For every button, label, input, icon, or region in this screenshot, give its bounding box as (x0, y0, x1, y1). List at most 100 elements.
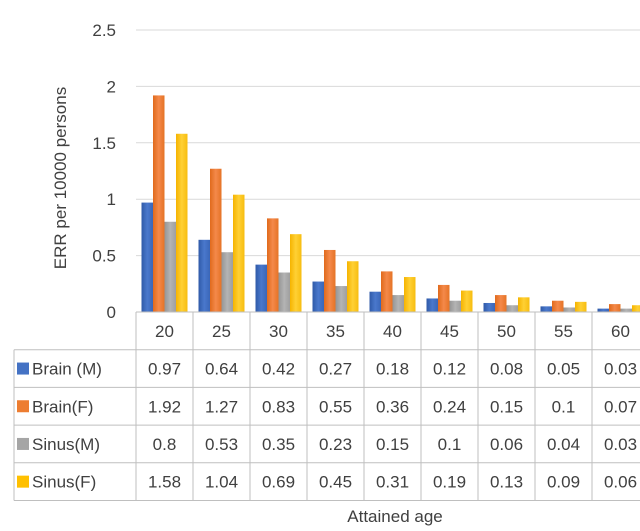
bar (335, 286, 347, 312)
bar (449, 300, 461, 312)
bar (461, 290, 473, 312)
bar (552, 300, 564, 312)
data-label: 0.12 (433, 360, 466, 379)
bar (278, 272, 290, 312)
category-label: 20 (155, 322, 174, 341)
category-label: 60 (611, 322, 630, 341)
data-label: 0.27 (319, 360, 352, 379)
data-label: 0.45 (319, 473, 352, 492)
series-name: Sinus(F) (32, 473, 96, 492)
bar (255, 264, 267, 312)
data-label: 0.03 (604, 360, 637, 379)
legend-key (17, 362, 29, 375)
y-tick-label: 2.5 (92, 21, 116, 40)
data-label: 1.04 (205, 473, 238, 492)
data-label: 0.05 (547, 360, 580, 379)
bar (198, 239, 210, 312)
gridlines (136, 29, 640, 257)
data-label: 0.13 (490, 473, 523, 492)
bars (141, 95, 640, 312)
y-tick-label: 1.5 (92, 134, 116, 153)
data-label: 0.03 (604, 435, 637, 454)
bar (290, 234, 302, 312)
data-label: 0.08 (490, 360, 523, 379)
category-label: 45 (440, 322, 459, 341)
bar (164, 221, 176, 312)
data-table: Brain (M) 0.97 0.64 0.42 0.27 0.18 0.12 0.08 0.0… (17, 360, 637, 492)
data-label: 0.31 (376, 473, 409, 492)
bar (620, 308, 632, 312)
bar (233, 194, 245, 312)
category-label: 25 (212, 322, 231, 341)
data-label: 0.06 (490, 435, 523, 454)
y-tick-label: 0 (107, 303, 116, 322)
data-label: 0.64 (205, 360, 238, 379)
data-label: 0.36 (376, 397, 409, 416)
data-label: 0.1 (552, 397, 576, 416)
data-label: 0.8 (153, 435, 177, 454)
data-label: 0.09 (547, 473, 580, 492)
data-label: 1.92 (148, 397, 181, 416)
bar (347, 261, 359, 312)
bar (609, 304, 621, 312)
data-label: 0.55 (319, 397, 352, 416)
data-label: 0.83 (262, 397, 295, 416)
series-name: Sinus(M) (32, 435, 100, 454)
series-name: Brain (M) (32, 360, 102, 379)
bar (575, 301, 587, 312)
y-axis-tick-labels: 0 0.5 1 1.5 2 2.5 (92, 21, 116, 322)
category-label: 35 (326, 322, 345, 341)
bar (153, 95, 165, 312)
bar (267, 218, 279, 312)
bar (438, 284, 450, 312)
data-label: 0.19 (433, 473, 466, 492)
bar (518, 297, 530, 312)
data-label: 1.58 (148, 473, 181, 492)
bar (141, 202, 153, 312)
y-tick-label: 2 (107, 77, 116, 96)
data-table-grid (13, 311, 640, 501)
data-label: 0.97 (148, 360, 181, 379)
data-label: 0.15 (490, 397, 523, 416)
category-label: 50 (497, 322, 516, 341)
bar (632, 305, 640, 312)
bar (426, 298, 438, 312)
legend-key (17, 475, 29, 488)
bar (176, 133, 188, 312)
bar (597, 308, 609, 312)
y-tick-label: 1 (107, 190, 116, 209)
bar (210, 168, 222, 312)
bar (221, 252, 233, 312)
x-axis-label: Attained age (347, 507, 442, 526)
data-label: 0.04 (547, 435, 580, 454)
data-label: 0.23 (319, 435, 352, 454)
bar (506, 305, 518, 312)
data-label: 1.27 (205, 397, 238, 416)
bar (324, 249, 336, 312)
data-label: 0.07 (604, 397, 637, 416)
category-label: 40 (383, 322, 402, 341)
data-label: 0.15 (376, 435, 409, 454)
data-label: 0.53 (205, 435, 238, 454)
bar (563, 307, 575, 312)
legend-key (17, 400, 29, 413)
bar (369, 291, 381, 312)
data-label: 0.24 (433, 397, 466, 416)
data-label: 0.1 (438, 435, 462, 454)
bar (312, 281, 324, 312)
category-label: 30 (269, 322, 288, 341)
data-label: 0.42 (262, 360, 295, 379)
category-label: 55 (554, 322, 573, 341)
data-label: 0.35 (262, 435, 295, 454)
bar (404, 277, 416, 312)
bar (381, 271, 393, 312)
data-label: 0.69 (262, 473, 295, 492)
bar (540, 306, 552, 312)
y-axis-label: ERR per 10000 persons (51, 87, 70, 269)
data-label: 0.06 (604, 473, 637, 492)
series-name: Brain(F) (32, 397, 93, 416)
bar (392, 295, 404, 312)
data-label: 0.18 (376, 360, 409, 379)
y-tick-label: 0.5 (92, 247, 116, 266)
